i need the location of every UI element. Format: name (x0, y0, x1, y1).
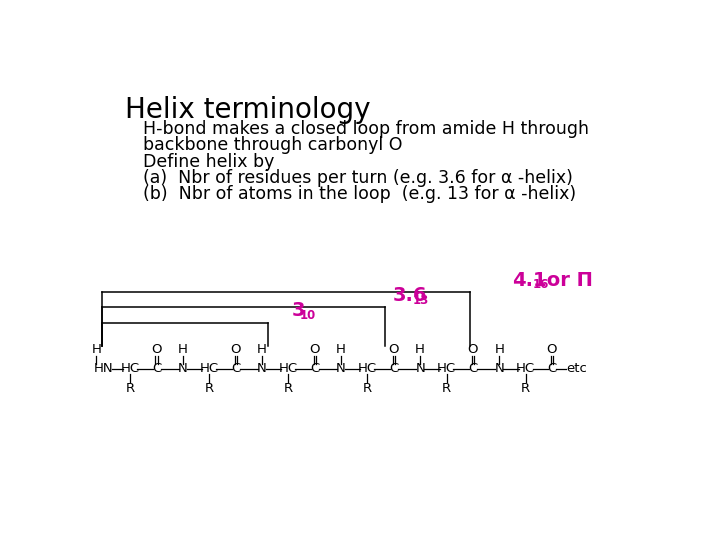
Text: 4.1: 4.1 (513, 271, 547, 289)
Text: H: H (415, 343, 425, 356)
Text: O: O (151, 343, 162, 356)
Text: Define helix by: Define helix by (143, 153, 274, 171)
Text: C: C (231, 362, 240, 375)
Text: C: C (390, 362, 398, 375)
Text: C: C (152, 362, 161, 375)
Text: etc: etc (567, 362, 588, 375)
Text: HC: HC (199, 362, 219, 375)
Text: H: H (178, 343, 188, 356)
Text: (b)  Nbr of atoms in the loop  (e.g. 13 for α -helix): (b) Nbr of atoms in the loop (e.g. 13 fo… (143, 185, 576, 203)
Text: C: C (310, 362, 320, 375)
Text: H: H (336, 343, 346, 356)
Text: HC: HC (437, 362, 456, 375)
Text: N: N (178, 362, 188, 375)
Text: 3.6: 3.6 (392, 286, 427, 305)
Text: 3: 3 (292, 301, 305, 320)
Text: H: H (494, 343, 504, 356)
Text: C: C (468, 362, 477, 375)
Text: 16: 16 (533, 278, 549, 291)
Text: N: N (336, 362, 346, 375)
Text: R: R (284, 382, 293, 395)
Text: HC: HC (279, 362, 298, 375)
Text: R: R (126, 382, 135, 395)
Text: 10: 10 (300, 309, 316, 322)
Text: 13: 13 (413, 294, 428, 307)
Text: R: R (363, 382, 372, 395)
Text: N: N (495, 362, 504, 375)
Text: N: N (415, 362, 425, 375)
Text: HC: HC (121, 362, 140, 375)
Text: R: R (521, 382, 530, 395)
Text: R: R (204, 382, 214, 395)
Text: O: O (310, 343, 320, 356)
Text: H: H (257, 343, 267, 356)
Text: HC: HC (358, 362, 377, 375)
Text: N: N (257, 362, 267, 375)
Text: Helix terminology: Helix terminology (125, 96, 370, 124)
Text: HN: HN (94, 362, 114, 375)
Text: or Π: or Π (539, 271, 593, 289)
Text: O: O (230, 343, 241, 356)
Text: O: O (467, 343, 478, 356)
Text: H-bond makes a closed loop from amide H through: H-bond makes a closed loop from amide H … (143, 120, 589, 138)
Text: backbone through carbonyl O: backbone through carbonyl O (143, 137, 402, 154)
Text: HC: HC (516, 362, 535, 375)
Text: O: O (389, 343, 399, 356)
Text: R: R (442, 382, 451, 395)
Text: O: O (546, 343, 557, 356)
Text: (a)  Nbr of residues per turn (e.g. 3.6 for α -helix): (a) Nbr of residues per turn (e.g. 3.6 f… (143, 168, 572, 187)
Text: H: H (91, 343, 101, 356)
Text: C: C (547, 362, 557, 375)
